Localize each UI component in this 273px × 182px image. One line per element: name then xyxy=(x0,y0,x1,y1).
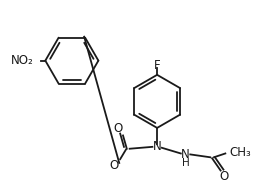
Text: F: F xyxy=(154,59,161,72)
Text: NO₂: NO₂ xyxy=(11,54,34,67)
Text: O: O xyxy=(220,170,229,182)
Text: H: H xyxy=(182,158,189,168)
Text: CH₃: CH₃ xyxy=(230,146,251,159)
Text: N: N xyxy=(153,140,162,153)
Text: O: O xyxy=(109,159,118,172)
Text: O: O xyxy=(114,122,123,135)
Text: N: N xyxy=(181,148,190,161)
